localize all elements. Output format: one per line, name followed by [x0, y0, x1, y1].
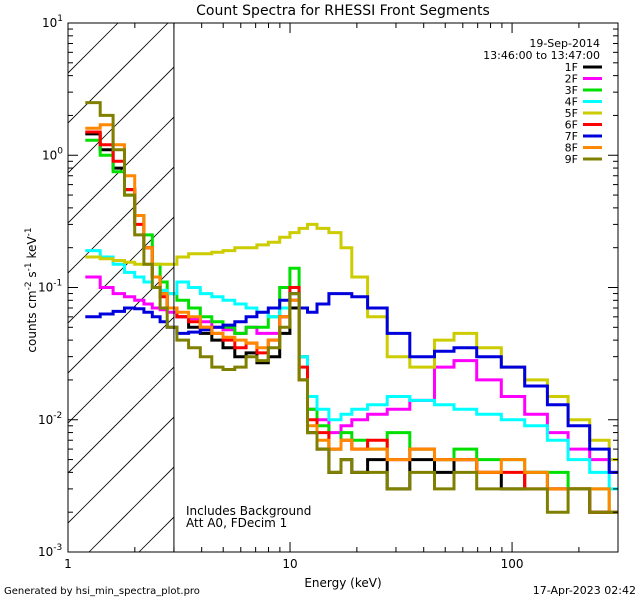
plot-date: 19-Sep-2014 [529, 37, 600, 50]
legend-label-2F: 2F [565, 73, 578, 86]
legend-label-6F: 6F [565, 119, 578, 132]
legend-label-8F: 8F [565, 142, 578, 155]
x-tick-label: 1 [64, 557, 72, 571]
y-axis-label: counts cm-2 s-1 keV-1 [24, 227, 39, 352]
x-axis-label: Energy (keV) [304, 576, 381, 590]
legend-label-9F: 9F [565, 153, 578, 166]
y-tick-label: 101 [42, 14, 63, 30]
chart-title: Count Spectra for RHESSI Front Segments [196, 3, 490, 19]
legend-label-4F: 4F [565, 96, 578, 109]
y-tick-label: 100 [42, 146, 63, 162]
hatch-line [68, 66, 174, 174]
series-4F [85, 249, 618, 491]
generated-timestamp: 17-Apr-2023 02:42 [533, 584, 636, 597]
series-9F [85, 101, 618, 514]
legend-label-1F: 1F [565, 61, 578, 74]
note-background: Includes Background [186, 504, 311, 518]
y-tick-label: 10-1 [38, 279, 62, 295]
hatch-line [68, 416, 174, 524]
plot-time-range: 13:46:00 to 13:47:00 [483, 49, 600, 62]
hatch-line [68, 23, 169, 124]
legend-label-5F: 5F [565, 107, 578, 120]
x-tick-label: 10 [282, 557, 297, 571]
series-8F [85, 123, 618, 514]
y-tick-label: 10-3 [38, 543, 62, 559]
series-group [85, 101, 618, 514]
hatch-line [68, 366, 174, 474]
y-tick-label: 10-2 [38, 411, 62, 427]
x-tick-label: 100 [501, 557, 524, 571]
series-layer [85, 101, 618, 514]
legend-label-7F: 7F [565, 130, 578, 143]
note-attenuator: Att A0, FDecim 1 [186, 516, 287, 530]
generated-by-label: Generated by hsi_min_spectra_plot.pro [4, 586, 200, 597]
legend-label-3F: 3F [565, 84, 578, 97]
series-3F [85, 138, 618, 514]
axes: 1 10 100 101 100 10-1 10-2 10-3 [38, 14, 619, 571]
